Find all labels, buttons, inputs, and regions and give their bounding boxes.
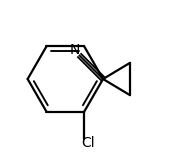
Text: Cl: Cl bbox=[81, 136, 95, 150]
Text: N: N bbox=[70, 43, 80, 57]
